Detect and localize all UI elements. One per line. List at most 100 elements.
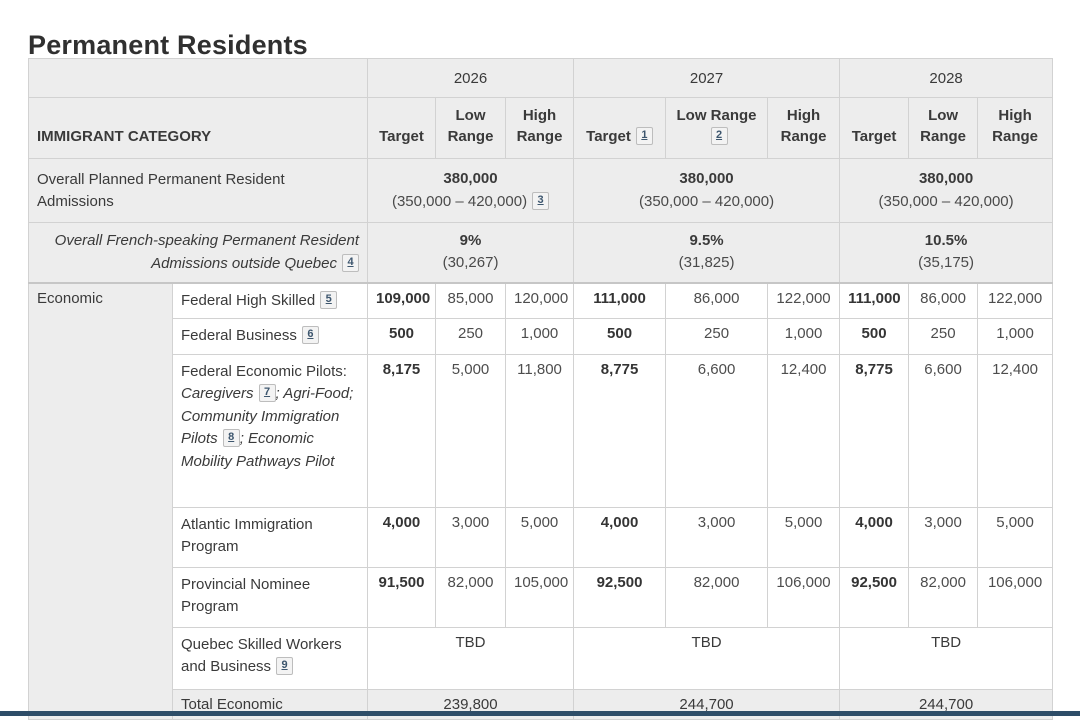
value-cell: 82,000 <box>665 566 769 628</box>
footnote-link-9[interactable]: 9 <box>276 657 294 675</box>
header-label: High Range <box>516 106 563 146</box>
year-header-2028: 2028 <box>839 58 1054 98</box>
footnote-link-4[interactable]: 4 <box>342 254 359 273</box>
value-cell: 106,000 <box>977 566 1054 628</box>
french-count: (31,825) <box>678 254 735 272</box>
french-percent: 9% <box>459 231 482 249</box>
value-cell: 250 <box>435 318 506 355</box>
value-cell: 92,500 <box>839 566 910 628</box>
header-2027-target: Target 1 <box>573 97 667 159</box>
value-cell: 3,000 <box>435 506 506 568</box>
value-cell: 8,775 <box>839 353 910 508</box>
value-cell: 5,000 <box>435 353 506 508</box>
value-cell: 4,000 <box>573 506 667 568</box>
footnote-link-1[interactable]: 1 <box>635 127 653 146</box>
overall-range: (350,000 – 420,000) 3 <box>376 191 565 214</box>
french-speaking-label: Overall French-speaking Permanent Reside… <box>28 222 368 283</box>
value-cell: 91,500 <box>367 566 436 628</box>
french-percent: 10.5% <box>924 231 968 249</box>
overall-2027-value: 380,000 (350,000 – 420,000) <box>573 158 841 223</box>
overall-range: (350,000 – 420,000) <box>878 192 1014 210</box>
value-cell: 122,000 <box>767 281 841 319</box>
quebec-2028-value: TBD <box>839 626 1054 690</box>
program-label-text: Quebec Skilled Workers and Business <box>181 635 342 676</box>
column-header-row: IMMIGRANT CATEGORY Target Low Range High… <box>28 97 1054 159</box>
header-2028-low-range: Low Range <box>908 97 979 159</box>
value-cell: 4,000 <box>839 506 910 568</box>
value-cell: 6,600 <box>908 353 979 508</box>
header-label: Low Range <box>920 106 966 146</box>
value-cell: 109,000 <box>367 281 436 319</box>
footnote-link-5[interactable]: 5 <box>320 290 338 309</box>
value-cell: 500 <box>573 318 667 355</box>
agrifood-community-label: ; Agri-Food; Community Immigration Pilot… <box>181 385 354 447</box>
year-header-2026: 2026 <box>366 58 575 98</box>
immigrant-category-header: IMMIGRANT CATEGORY <box>28 97 368 159</box>
value-cell: 82,000 <box>908 566 979 628</box>
value-cell: 250 <box>665 318 769 355</box>
overall-2028-value: 380,000 (350,000 – 420,000) <box>839 158 1054 223</box>
header-label: Low Range <box>447 106 494 146</box>
value-cell: 5,000 <box>977 506 1054 568</box>
value-cell: 105,000 <box>504 566 575 628</box>
french-count: (30,267) <box>442 254 499 272</box>
program-label-text: Federal Economic Pilots: <box>181 362 347 380</box>
program-label-text: Federal Business <box>181 327 297 344</box>
overall-2026-value: 380,000 (350,000 – 420,000) 3 <box>366 158 575 223</box>
economic-group-label: Economic <box>28 281 173 720</box>
header-2026-high-range: High Range <box>504 97 575 159</box>
value-cell: 8,175 <box>367 353 436 508</box>
header-label: High Range <box>992 106 1038 146</box>
value-cell: 92,500 <box>573 566 667 628</box>
atlantic-immigration-label: Atlantic Immigration Program <box>172 506 368 568</box>
header-2028-high-range: High Range <box>977 97 1054 159</box>
overall-admissions-label: Overall Planned Permanent Resident Admis… <box>28 158 368 223</box>
value-cell: 1,000 <box>504 318 575 355</box>
year-header-2027: 2027 <box>573 58 841 98</box>
blank-corner-cell <box>28 58 368 98</box>
value-cell: 11,800 <box>504 353 575 508</box>
page-title: Permanent Residents <box>28 30 308 61</box>
footnote-link-2[interactable]: 2 <box>710 127 728 146</box>
overall-target: 380,000 <box>679 170 734 187</box>
overall-range: (350,000 – 420,000) <box>638 192 775 210</box>
economic-mobility-label: ; Economic Mobility Pathways Pilot <box>181 430 335 470</box>
value-cell: 8,775 <box>573 353 667 508</box>
footnote-link-7[interactable]: 7 <box>258 384 276 402</box>
header-label: Target <box>379 128 424 146</box>
value-cell: 12,400 <box>977 353 1054 508</box>
federal-high-skilled-row: Economic Federal High Skilled 5 109,000 8… <box>28 281 1054 720</box>
window-bottom-edge <box>0 711 1080 716</box>
header-label: Target <box>851 128 897 146</box>
header-2027-low-range: Low Range 2 <box>665 97 769 159</box>
footnote-link-8[interactable]: 8 <box>222 429 240 447</box>
french-speaking-row: Overall French-speaking Permanent Reside… <box>28 222 1054 283</box>
value-cell: 12,400 <box>767 353 841 508</box>
footnote-link-6[interactable]: 6 <box>301 326 319 344</box>
federal-economic-pilots-label: Federal Economic Pilots: Caregivers 7; Ag… <box>172 353 368 508</box>
value-cell: 1,000 <box>977 318 1054 355</box>
value-cell: 500 <box>367 318 436 355</box>
footnote-link-3[interactable]: 3 <box>532 191 550 210</box>
quebec-2026-value: TBD <box>366 626 575 690</box>
value-cell: 3,000 <box>665 506 769 568</box>
value-cell: 106,000 <box>767 566 841 628</box>
french-2028-value: 10.5% (35,175) <box>839 222 1054 283</box>
header-2028-target: Target <box>839 97 910 159</box>
french-percent: 9.5% <box>689 231 724 249</box>
value-cell: 5,000 <box>767 506 841 568</box>
overall-target: 380,000 <box>443 170 498 187</box>
provincial-nominee-row: Provincial Nominee Program 91,500 82,000… <box>29 566 1054 628</box>
value-cell: 86,000 <box>665 281 769 319</box>
value-cell: 5,000 <box>504 506 575 568</box>
value-cell: 122,000 <box>977 281 1054 319</box>
caregivers-label: Caregivers <box>181 385 254 402</box>
value-cell: 120,000 <box>504 281 575 319</box>
atlantic-immigration-row: Atlantic Immigration Program 4,000 3,000… <box>29 506 1054 568</box>
overall-target: 380,000 <box>918 170 974 187</box>
value-cell: 250 <box>908 318 979 355</box>
value-cell: 6,600 <box>665 353 769 508</box>
header-2027-high-range: High Range <box>767 97 841 159</box>
value-cell: 111,000 <box>839 281 910 319</box>
immigration-levels-table: 2026 2027 2028 IMMIGRANT CATEGORY Target… <box>28 58 1054 720</box>
